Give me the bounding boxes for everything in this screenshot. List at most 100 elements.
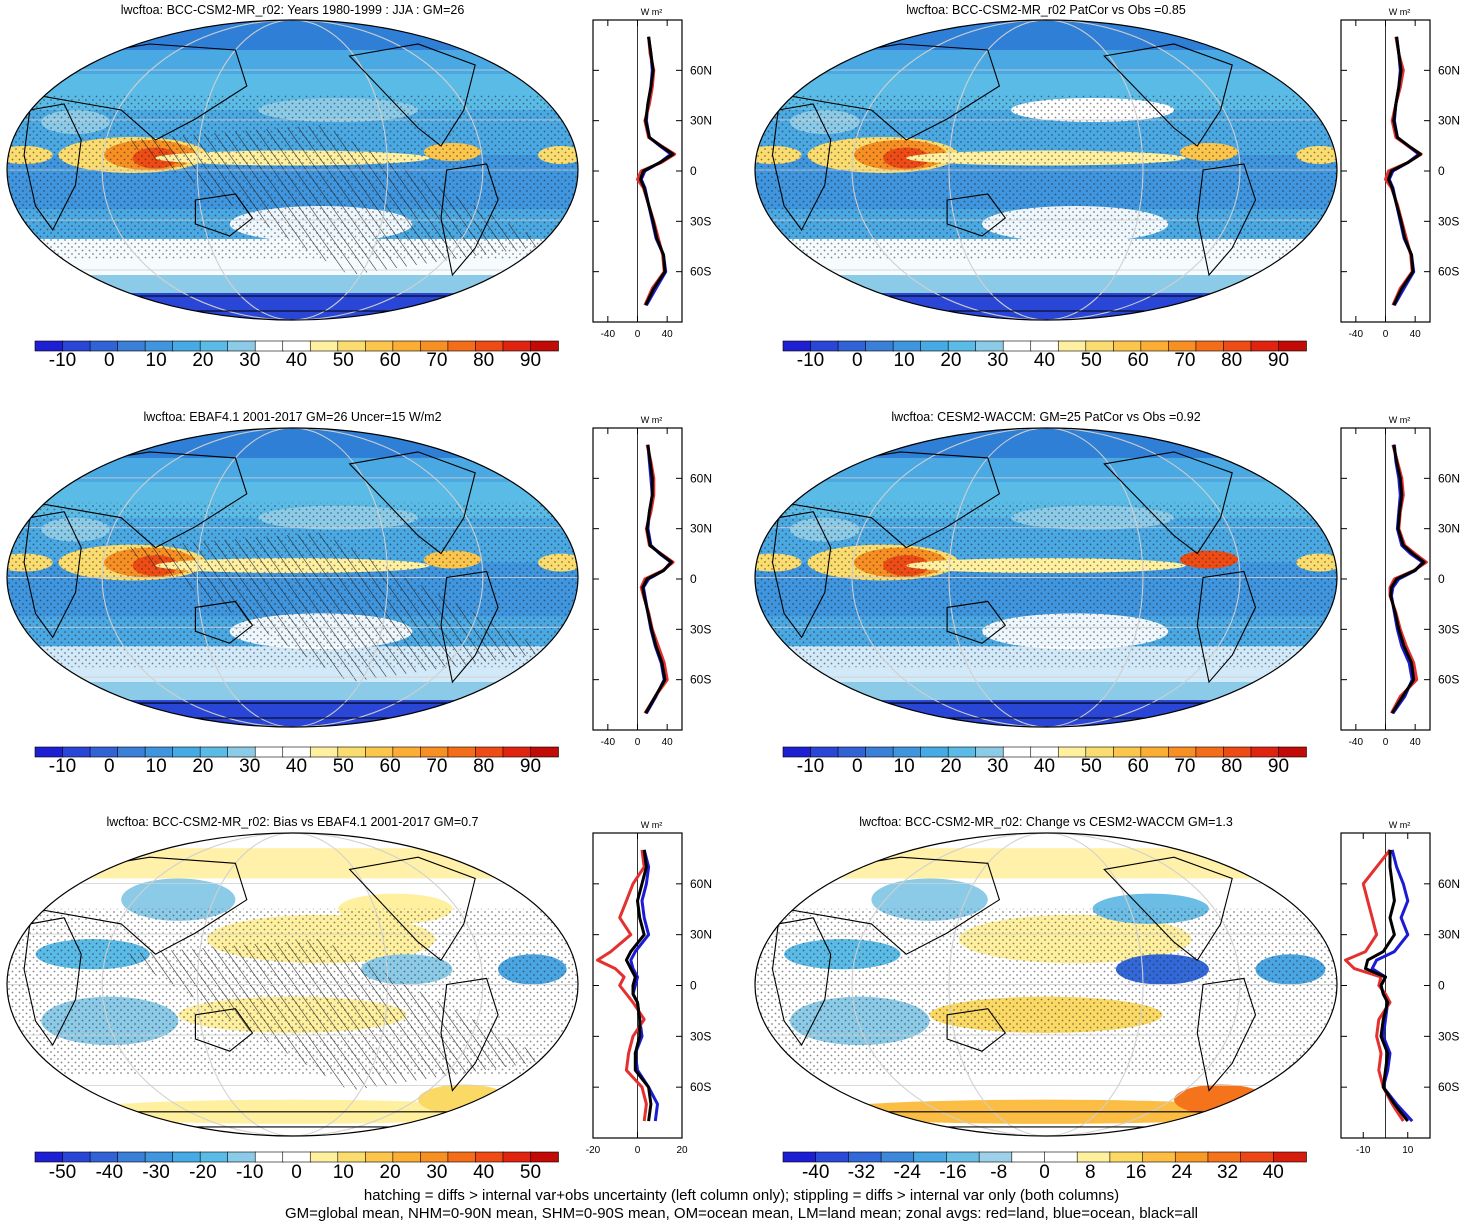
zonal-plot-2: 60N 30N 0 30S 60S -40 0 40 W m² — [1340, 7, 1460, 340]
colorbar-tick-label: 70 — [1174, 350, 1195, 371]
map-field-5 — [7, 833, 578, 1136]
zonal-lat-label: 60N — [690, 63, 712, 77]
colorbar-tick-label: 90 — [520, 350, 541, 371]
zonal-series-all — [641, 444, 674, 714]
zonal-units-label: W m² — [1389, 820, 1411, 830]
colorbar-tick-label: 90 — [1268, 350, 1289, 371]
colorbar-tick-label: 24 — [1171, 1162, 1193, 1183]
colorbar-tick-label: 20 — [940, 756, 961, 777]
panel-title-6: lwcftoa: BCC-CSM2-MR_r02: Change vs CESM… — [859, 815, 1233, 829]
zonal-lat-label: 30N — [690, 114, 712, 128]
colorbar-tick-label: 10 — [146, 756, 167, 777]
map-outline-2 — [754, 19, 1338, 321]
colorbar-tick-label: 16 — [1125, 1162, 1146, 1183]
colorbar-tick-label: 0 — [291, 1162, 302, 1183]
zonal-x-tick-label: 0 — [635, 737, 641, 748]
zonal-series-all — [639, 36, 675, 306]
colorbar-3: -10 0 10 20 30 40 50 60 70 80 90 — [34, 746, 559, 777]
colorbar-tick-label: 0 — [852, 350, 863, 371]
zonal-lat-label: 0 — [1438, 572, 1445, 586]
colorbar-tick-label: 10 — [894, 350, 915, 371]
colorbar-2: -10 0 10 20 30 40 50 60 70 80 90 — [782, 340, 1307, 371]
colorbar-tick-label: 70 — [426, 756, 447, 777]
zonal-lat-label: 30S — [1438, 214, 1459, 228]
colorbar-tick-label: 40 — [286, 350, 307, 371]
zonal-lat-label: 30N — [690, 522, 712, 536]
colorbar-tick-label: -30 — [142, 1162, 169, 1183]
colorbar-tick-label: -20 — [189, 1162, 216, 1183]
zonal-lat-label: 60N — [690, 471, 712, 485]
colorbar-tick-label: -16 — [939, 1162, 966, 1183]
map-outline-4 — [754, 427, 1338, 728]
colorbar-tick-label: 40 — [1263, 1162, 1284, 1183]
zonal-lat-label: 60S — [690, 265, 711, 279]
zonal-lat-label: 60N — [1438, 63, 1460, 77]
zonal-lat-label: 0 — [1438, 979, 1445, 993]
colorbar-tick-label: 60 — [1128, 350, 1149, 371]
zonal-series-all — [1387, 36, 1422, 306]
colorbar-tick-label: 20 — [380, 1162, 401, 1183]
zonal-plot-5: 60N 30N 0 30S 60S -20 0 20 W m² — [586, 820, 712, 1156]
colorbar-tick-label: 60 — [380, 350, 401, 371]
zonal-units-label: W m² — [1389, 7, 1411, 17]
colorbar-tick-label: -8 — [990, 1162, 1007, 1183]
colorbar-tick-label: 90 — [1268, 756, 1289, 777]
colorbar-tick-label: 50 — [520, 1162, 541, 1183]
map-field-6 — [755, 833, 1337, 1136]
colorbar-tick-label: 40 — [473, 1162, 494, 1183]
panel-title-1: lwcftoa: BCC-CSM2-MR_r02: Years 1980-199… — [121, 3, 465, 17]
zonal-plot-3: 60N 30N 0 30S 60S -40 0 40 W m² — [592, 415, 712, 748]
zonal-x-tick-label: -10 — [1356, 1145, 1371, 1156]
colorbar-tick-label: -10 — [49, 350, 76, 371]
colorbar-tick-label: 10 — [146, 350, 167, 371]
zonal-lat-label: 60S — [1438, 1080, 1459, 1094]
zonal-plot-1: 60N 30N 0 30S 60S -40 0 40 W m² — [592, 7, 712, 340]
colorbar-tick-label: 0 — [104, 756, 115, 777]
colorbar-tick-label: 40 — [1034, 756, 1055, 777]
zonal-x-tick-label: 40 — [1410, 737, 1422, 748]
zonal-x-tick-label: 0 — [635, 329, 641, 340]
map-outline-6 — [754, 832, 1338, 1137]
colorbar-tick-label: 50 — [333, 350, 354, 371]
zonal-lat-label: 0 — [690, 572, 697, 586]
zonal-plot-6: 60N 30N 0 30S 60S -10 10 W m² — [1340, 820, 1460, 1156]
colorbar-tick-label: 30 — [987, 350, 1008, 371]
colorbar-tick-label: 0 — [852, 756, 863, 777]
zonal-lat-label: 30S — [690, 1029, 711, 1043]
zonal-lat-label: 60S — [690, 1080, 711, 1094]
map-outline-5 — [6, 832, 579, 1137]
zonal-lat-label: 30N — [1438, 522, 1460, 536]
zonal-x-tick-label: 0 — [1383, 329, 1389, 340]
colorbar-tick-label: 30 — [987, 756, 1008, 777]
zonal-units-label: W m² — [1389, 415, 1411, 425]
zonal-lat-label: 0 — [690, 979, 697, 993]
colorbar-tick-label: -40 — [802, 1162, 829, 1183]
colorbar-tick-label: 8 — [1085, 1162, 1096, 1183]
zonal-lat-label: 30N — [1438, 114, 1460, 128]
zonal-x-tick-label: -40 — [1349, 737, 1364, 748]
colorbar-tick-label: -10 — [49, 756, 76, 777]
colorbar-1: -10 0 10 20 30 40 50 60 70 80 90 — [34, 340, 559, 371]
zonal-x-tick-label: 40 — [1410, 329, 1422, 340]
colorbar-tick-label: -50 — [49, 1162, 76, 1183]
zonal-x-tick-label: 0 — [1383, 737, 1389, 748]
map-outline-3 — [6, 427, 579, 728]
colorbar-tick-label: 90 — [520, 756, 541, 777]
zonal-lat-label: 30N — [1438, 928, 1460, 942]
zonal-lat-label: 0 — [1438, 164, 1445, 178]
colorbar-5: -50 -40 -30 -20 -10 0 10 20 30 40 50 — [34, 1151, 559, 1183]
zonal-x-tick-label: 10 — [1402, 1145, 1414, 1156]
colorbar-tick-label: 70 — [426, 350, 447, 371]
zonal-series-land — [596, 849, 648, 1122]
colorbar-tick-label: 80 — [473, 756, 494, 777]
colorbar-tick-label: 80 — [1221, 756, 1242, 777]
zonal-lat-label: 30S — [690, 622, 711, 636]
colorbar-tick-label: 50 — [333, 756, 354, 777]
zonal-x-tick-label: -40 — [1349, 329, 1364, 340]
zonal-plot-4: 60N 30N 0 30S 60S -40 0 40 W m² — [1340, 415, 1460, 748]
colorbar-tick-label: 80 — [1221, 350, 1242, 371]
zonal-units-label: W m² — [641, 820, 663, 830]
colorbar-tick-label: 20 — [940, 350, 961, 371]
zonal-lat-label: 30S — [1438, 1029, 1459, 1043]
